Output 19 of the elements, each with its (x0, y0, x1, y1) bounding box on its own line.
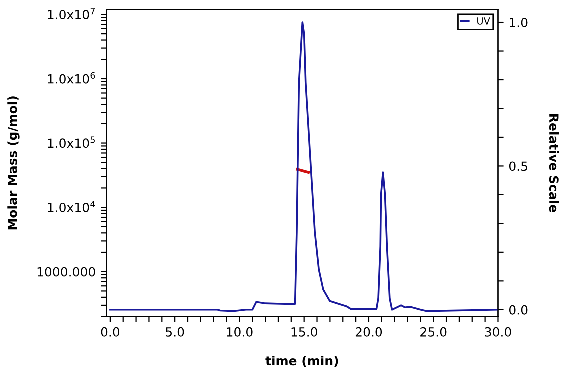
y-tick-label: 1.0x10$^{6}$ (48, 72, 96, 84)
x-tick-label: 15.0 (292, 327, 318, 337)
y2-tick-label: 1.0 (510, 18, 528, 28)
y-tick-label: 1000.000 (38, 267, 96, 277)
x-tick-label: 30.0 (485, 327, 512, 337)
y-axis-title: Molar Mass (g/mol) (8, 96, 20, 230)
y-tick-label: 1.0x10$^{7}$ (48, 8, 96, 20)
x-axis-title: time (min) (266, 356, 338, 368)
legend-label: UV (478, 18, 490, 25)
y-tick-label: 1.0x10$^{4}$ (48, 201, 96, 212)
x-tick-label: 5.0 (166, 327, 184, 337)
y2-axis-title: Relative Scale (549, 114, 560, 212)
y2-tick-label: 0.5 (509, 162, 528, 172)
x-tick-label: 10.0 (227, 327, 253, 337)
x-tick-label: 20.0 (356, 327, 382, 337)
y-tick-label: 1.0x10$^{5}$ (48, 136, 95, 148)
x-tick-label: 0.0 (101, 327, 120, 337)
x-tick-label: 25.0 (420, 327, 447, 337)
y2-tick-label: 0.0 (509, 305, 528, 315)
